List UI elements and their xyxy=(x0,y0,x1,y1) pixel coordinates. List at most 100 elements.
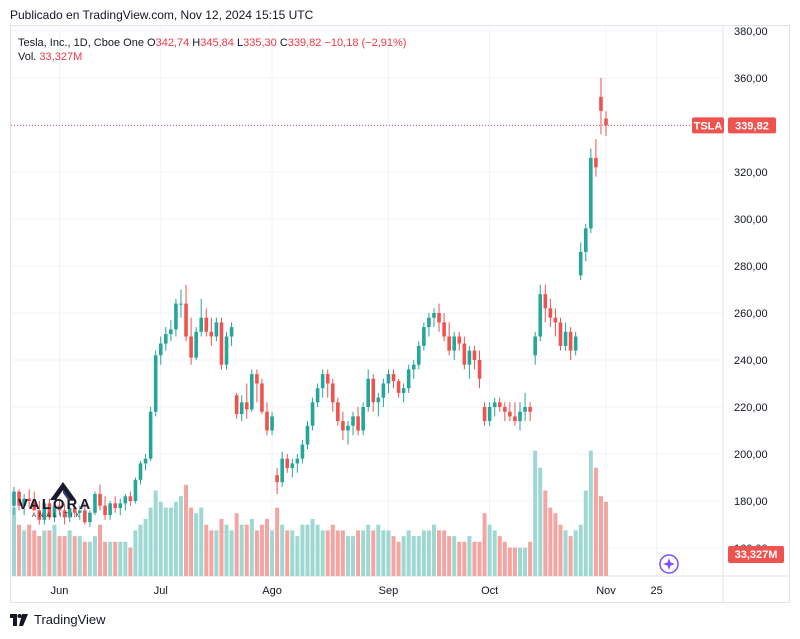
volume-bar xyxy=(604,501,609,576)
volume-bar xyxy=(295,536,300,576)
volume-bar xyxy=(239,524,244,576)
volume-bar xyxy=(568,536,573,576)
volume-bar xyxy=(270,530,275,576)
candle-body xyxy=(194,331,198,358)
volume-bar xyxy=(265,519,269,576)
volume-bar xyxy=(502,541,507,576)
candle-body xyxy=(37,510,42,520)
volume-bar xyxy=(578,524,583,576)
volume-bar xyxy=(62,536,67,576)
candle-body xyxy=(209,331,214,337)
volume-bar xyxy=(588,450,593,576)
volume-bar xyxy=(37,536,42,576)
candle-body xyxy=(315,388,320,403)
volume-bar xyxy=(108,541,113,576)
x-tick-label: Sep xyxy=(379,585,399,597)
open-value: 342,74 xyxy=(155,37,190,49)
volume-bar xyxy=(406,530,411,576)
volume-bar xyxy=(219,519,224,576)
volume-bar xyxy=(118,541,123,576)
candle-body xyxy=(351,416,355,426)
candle-body xyxy=(422,327,426,346)
volume-bar xyxy=(32,530,37,576)
y-tick-label: 300,00 xyxy=(734,214,768,226)
candle-body xyxy=(371,378,376,403)
volume-bar xyxy=(345,536,350,576)
candle-body xyxy=(280,458,284,483)
footer-brand[interactable]: TradingView xyxy=(10,612,106,627)
candle-body xyxy=(118,503,123,509)
volume-bar xyxy=(538,467,543,576)
volume-bar xyxy=(87,541,92,576)
y-tick-label: 360,00 xyxy=(734,73,768,85)
x-tick-label: Nov xyxy=(596,585,616,597)
candle-body xyxy=(467,350,472,365)
candle-body xyxy=(27,498,31,501)
volume-label: Vol. xyxy=(18,51,37,63)
candle-body xyxy=(366,378,370,407)
volume-bar xyxy=(421,530,426,576)
volume-bar xyxy=(27,524,32,576)
candle-body xyxy=(164,334,168,344)
symbol-tag xyxy=(692,117,724,134)
volume-bar xyxy=(163,507,168,576)
candle-body xyxy=(250,374,254,410)
volume-bar xyxy=(103,541,108,576)
volume-bar xyxy=(583,490,588,576)
candle-body xyxy=(52,505,57,518)
volume-bar xyxy=(391,536,396,576)
candle-body xyxy=(199,317,204,332)
volume-bar xyxy=(467,536,472,576)
candle-body xyxy=(396,381,401,393)
candle-body xyxy=(239,402,244,415)
candle-body xyxy=(88,512,92,523)
y-tick-label: 240,00 xyxy=(734,355,768,367)
volume-bar xyxy=(462,541,467,576)
candle-body xyxy=(487,407,492,422)
candle-body xyxy=(386,374,391,384)
volume-bar xyxy=(472,541,477,576)
volume-tag xyxy=(728,546,784,563)
volume-bar xyxy=(411,536,416,576)
candle-body xyxy=(361,407,365,431)
volume-bar xyxy=(533,450,538,576)
candle-body xyxy=(376,397,381,403)
volume-bar xyxy=(173,501,178,576)
volume-bar xyxy=(57,536,62,576)
y-tick-label: 200,00 xyxy=(734,449,768,461)
candle-body xyxy=(503,407,507,412)
candle-body xyxy=(381,383,386,398)
candle-body xyxy=(47,503,52,518)
volume-bar xyxy=(356,530,361,576)
candle-body xyxy=(513,416,517,422)
candle-body xyxy=(305,425,310,445)
volume-bar xyxy=(426,530,431,576)
candle-body xyxy=(219,322,224,365)
volume-bar xyxy=(300,524,305,576)
valora-logo-icon xyxy=(50,482,76,500)
symbol-tag-label: TSLA xyxy=(694,120,723,132)
candle-body xyxy=(447,336,451,351)
volume-bar xyxy=(158,501,163,576)
price-tag xyxy=(728,117,776,134)
volume-bar xyxy=(315,524,320,576)
valora-watermark: VALORA ANALITIK xyxy=(18,482,92,519)
candle-body xyxy=(427,317,431,328)
volume-bar xyxy=(482,513,487,576)
candle-body xyxy=(214,322,219,337)
candle-body xyxy=(568,331,573,351)
volume-bar xyxy=(249,519,254,576)
candle-body xyxy=(290,463,295,469)
volume-bar xyxy=(204,524,209,576)
volume-bar xyxy=(143,519,148,576)
volume-bar xyxy=(558,524,563,576)
volume-tag-label: 33,327M xyxy=(735,549,778,561)
candle-body xyxy=(356,416,360,431)
candle-body xyxy=(604,118,608,126)
volume-bar xyxy=(543,490,548,576)
volume-bar xyxy=(22,530,27,576)
candle-body xyxy=(406,369,411,389)
open-label: O xyxy=(147,37,156,49)
candle-body xyxy=(558,322,563,346)
